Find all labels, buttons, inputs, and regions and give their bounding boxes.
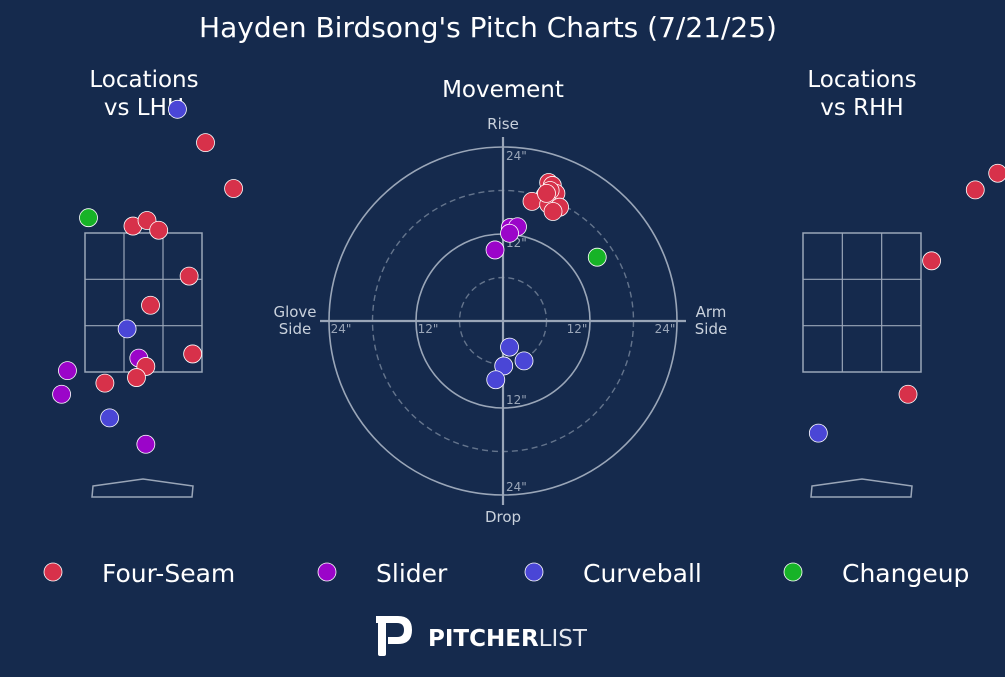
movement-point-changeup xyxy=(587,247,607,267)
legend: Four-Seam Slider Curveball Changeup xyxy=(43,559,969,588)
movement-point-slider xyxy=(485,240,505,260)
rhh-panel-title-line2: vs RHH xyxy=(820,95,903,121)
pitch-point-four-seam xyxy=(141,295,160,315)
movement-point-curveball xyxy=(500,337,519,357)
rhh-location-panel xyxy=(802,163,1005,498)
movement-point-four-seam xyxy=(543,202,563,221)
legend-item-changeup-marker xyxy=(783,562,803,582)
pitch-point-four-seam xyxy=(196,133,215,153)
movement-axis-left-label-line2: Side xyxy=(279,320,311,338)
pitch-point-slider xyxy=(52,384,71,404)
home-plate xyxy=(810,478,913,498)
pitch-point-four-seam xyxy=(965,180,985,200)
legend-item-four-seam-marker xyxy=(43,562,63,582)
pitch-point-slider xyxy=(136,434,156,454)
pitch-point-four-seam xyxy=(988,163,1005,183)
pitch-point-curveball xyxy=(100,408,119,428)
movement-ring-label: 24" xyxy=(655,322,676,336)
pitch-point-slider xyxy=(58,361,77,381)
legend-item-four-seam-label: Four-Seam xyxy=(102,559,235,588)
legend-item-curveball-marker xyxy=(524,562,544,582)
pitch-point-four-seam xyxy=(183,344,203,364)
movement-point-slider xyxy=(500,223,519,243)
pitch-point-curveball xyxy=(808,423,828,443)
movement-ring-label: 12" xyxy=(567,322,588,336)
strike-zone xyxy=(802,232,922,373)
movement-point-curveball xyxy=(514,351,534,371)
movement-axis-left-label-line1: Glove xyxy=(273,303,316,321)
chart-title: Hayden Birdsong's Pitch Charts (7/21/25) xyxy=(199,11,777,44)
legend-item-changeup-label: Changeup xyxy=(842,559,969,588)
movement-ring-label: 24" xyxy=(506,480,527,494)
movement-ring-label: 12" xyxy=(506,393,527,407)
movement-axis-top-label: Rise xyxy=(487,115,519,133)
pitch-point-four-seam xyxy=(149,220,169,240)
movement-point-four-seam xyxy=(537,183,556,203)
logo-word-light: LIST xyxy=(539,626,588,652)
movement-axis-right-label-line2: Side xyxy=(695,320,727,338)
pitch-point-four-seam xyxy=(127,368,146,387)
pitch-point-curveball xyxy=(117,319,137,339)
logo-word-bold: PITCHER xyxy=(428,626,539,652)
home-plate xyxy=(91,478,194,498)
movement-panel-title: Movement xyxy=(442,77,564,103)
pitch-point-changeup xyxy=(79,208,98,228)
legend-item-slider-label: Slider xyxy=(376,559,448,588)
movement-point-curveball xyxy=(486,370,506,390)
pitch-point-curveball xyxy=(168,99,187,119)
pitch-point-four-seam xyxy=(922,251,942,271)
pitcherlist-p-icon xyxy=(376,616,412,656)
movement-panel: 24"12"12"24"24" 12" 12" 24" xyxy=(320,137,686,505)
movement-ring-label: 24" xyxy=(331,322,352,336)
lhh-location-panel xyxy=(52,99,243,498)
pitch-point-four-seam xyxy=(898,384,918,404)
movement-ring-label: 24" xyxy=(506,149,527,163)
svg-text:PITCHERLIST: PITCHERLIST xyxy=(428,626,588,652)
pitch-point-four-seam xyxy=(224,179,243,198)
movement-axis-right-label-line1: Arm xyxy=(696,303,727,321)
pitcherlist-logo: PITCHERLIST xyxy=(376,616,588,656)
pitch-point-four-seam xyxy=(95,373,115,393)
rhh-panel-title-line1: Locations xyxy=(807,67,916,93)
pitch-point-four-seam xyxy=(179,266,199,286)
legend-item-slider-marker xyxy=(317,562,337,582)
legend-item-curveball-label: Curveball xyxy=(583,559,702,588)
lhh-panel-title-line1: Locations xyxy=(89,67,198,93)
movement-ring-label: 12" xyxy=(418,322,439,336)
movement-axis-bottom-label: Drop xyxy=(485,508,521,526)
